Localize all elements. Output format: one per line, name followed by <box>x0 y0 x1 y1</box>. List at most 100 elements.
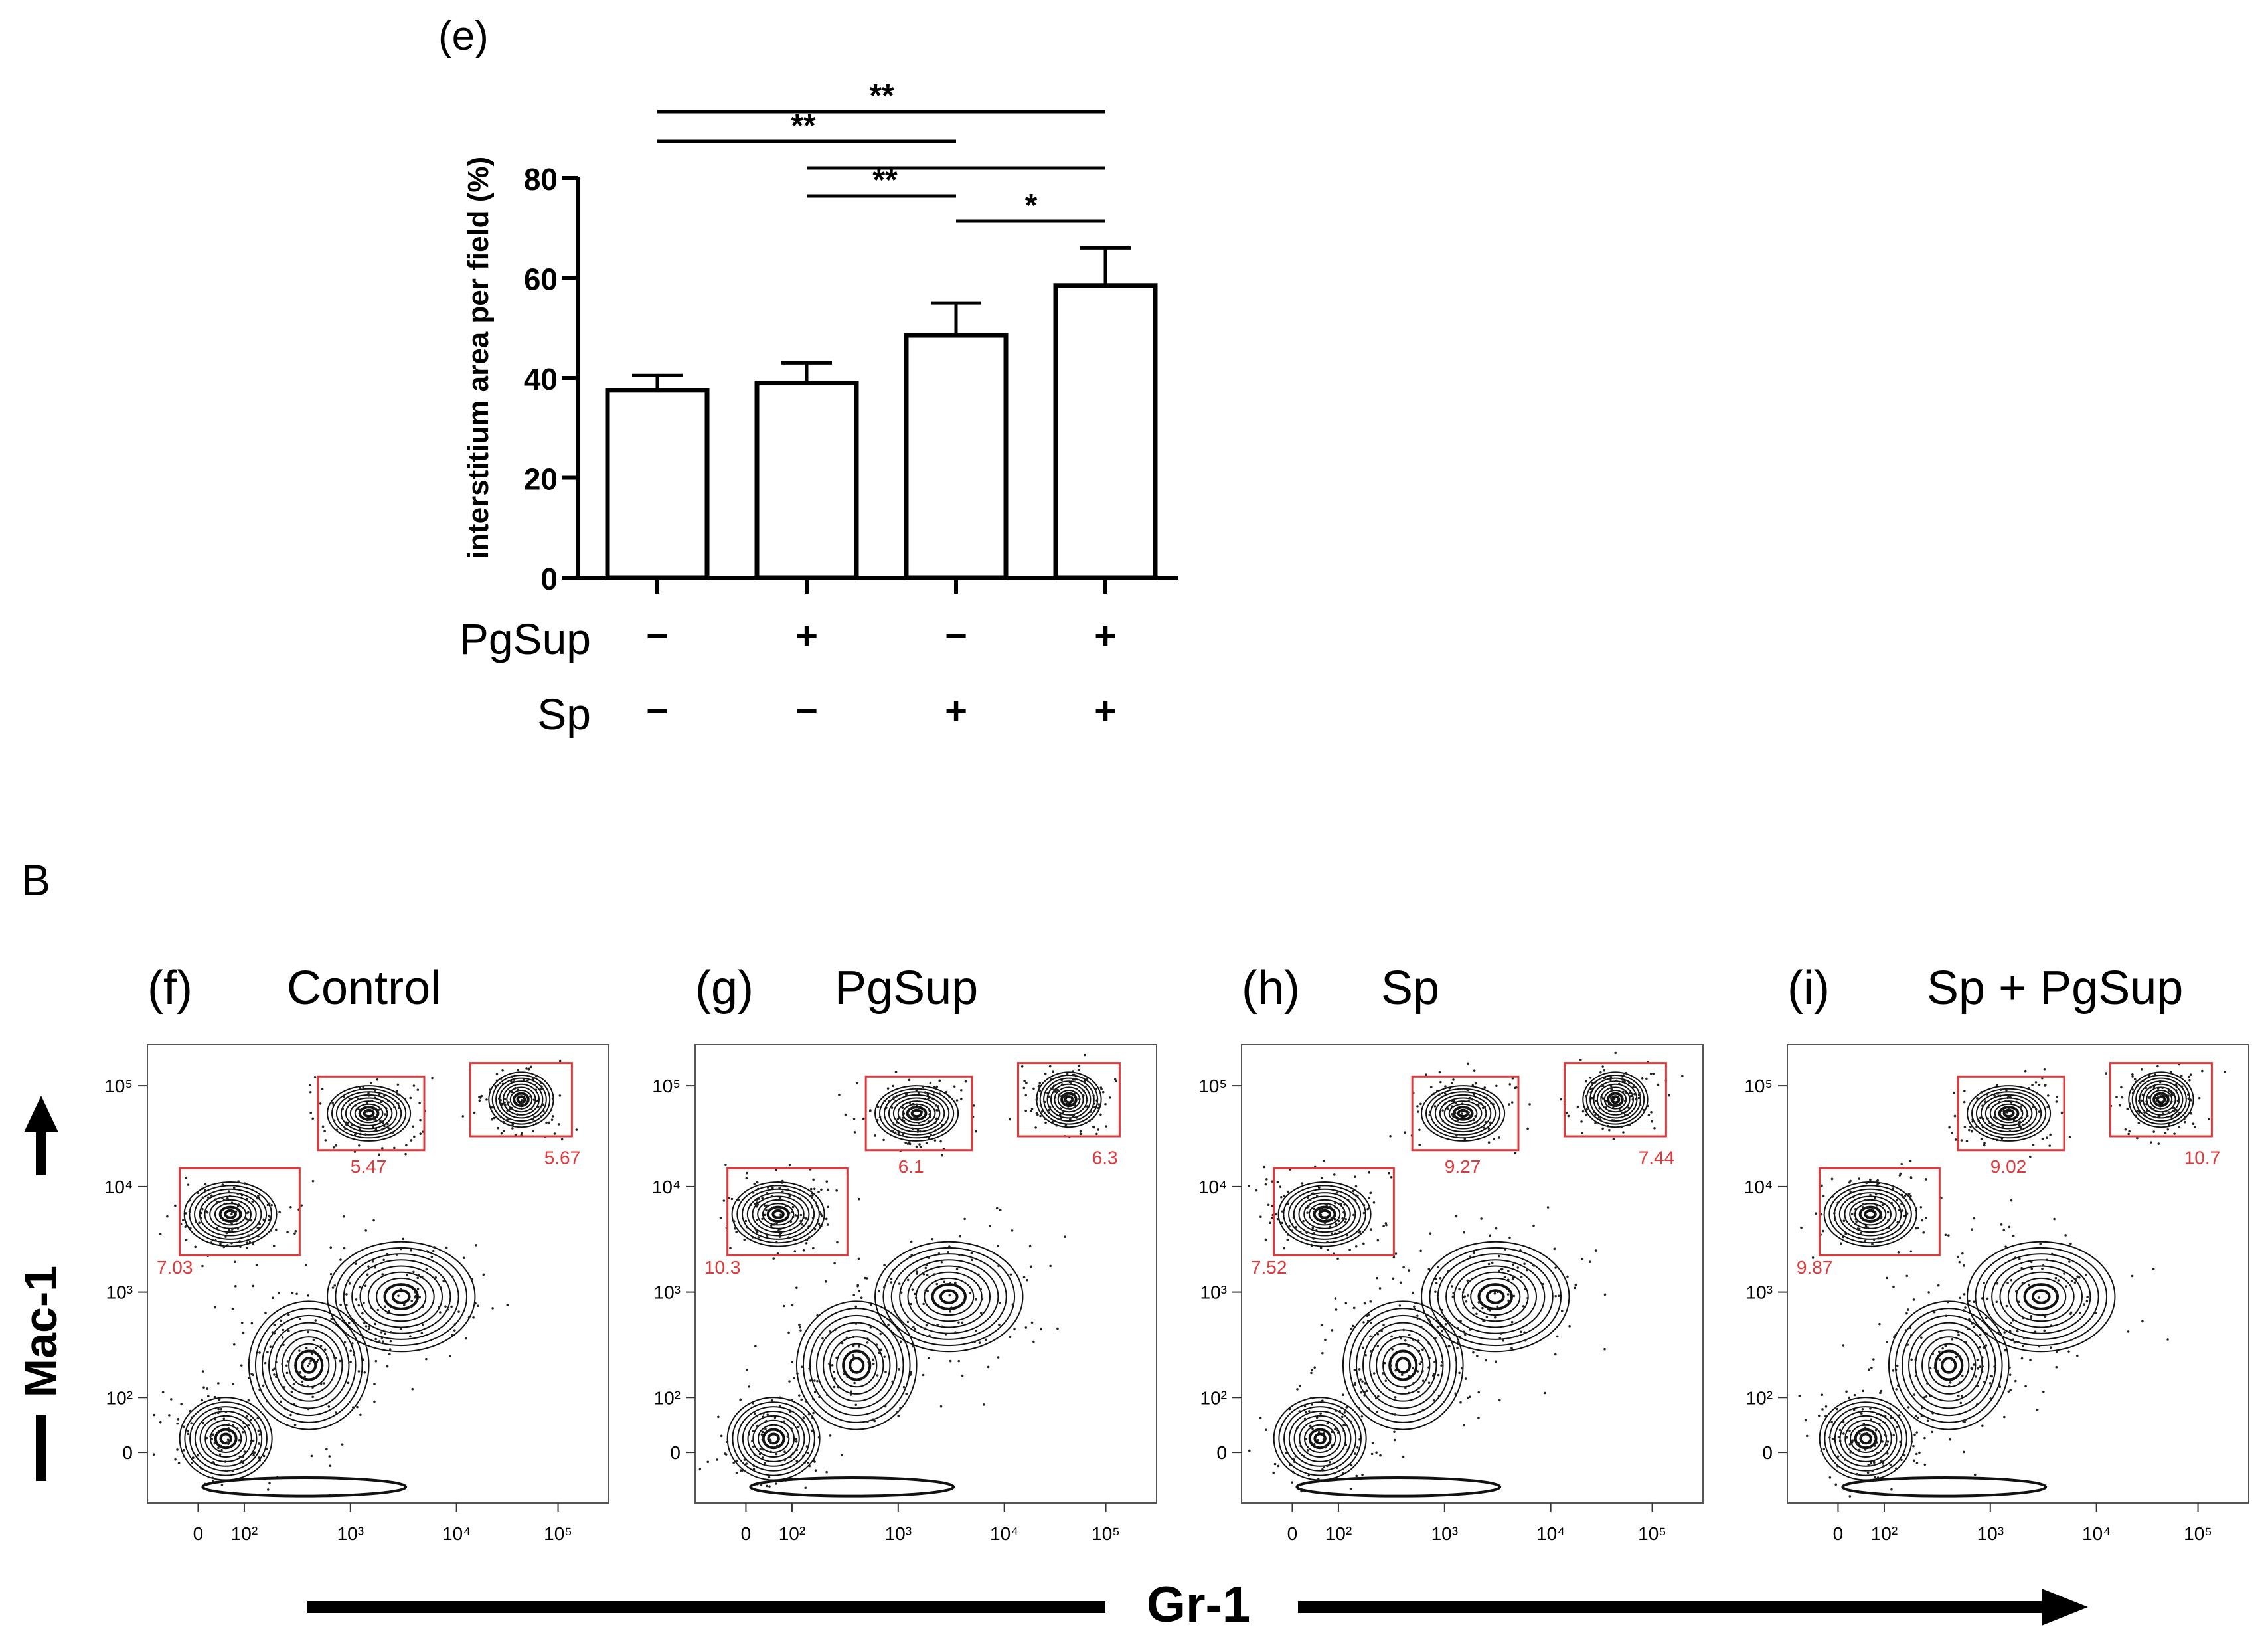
event-dot <box>2178 1112 2181 1115</box>
event-dot <box>827 1205 829 1209</box>
event-dot <box>970 1252 973 1254</box>
event-dot <box>1999 1088 2002 1091</box>
event-dot <box>382 1258 385 1262</box>
event-dot <box>226 1197 229 1200</box>
event-dot <box>1589 1091 1593 1094</box>
event-dot <box>319 1102 322 1105</box>
event-dot <box>262 1218 265 1221</box>
event-dot <box>1681 1075 1684 1078</box>
event-dot <box>1354 1452 1356 1455</box>
event-dot <box>2149 1106 2152 1109</box>
event-dot <box>795 1460 799 1462</box>
event-dot <box>2014 1379 2017 1383</box>
contour-line <box>1485 1289 1505 1304</box>
event-dot <box>757 1236 760 1239</box>
event-dot <box>410 1249 412 1252</box>
event-dot <box>353 1150 357 1153</box>
event-dot <box>2050 1346 2052 1349</box>
contour-line <box>1318 1209 1331 1219</box>
event-dot <box>1588 1088 1591 1090</box>
event-dot <box>1367 1319 1370 1322</box>
event-dot <box>1996 1084 1999 1086</box>
event-dot <box>1425 1073 1427 1076</box>
event-dot <box>811 1429 814 1432</box>
event-dot <box>816 1314 819 1317</box>
event-dot <box>2030 1315 2033 1318</box>
event-dot <box>1428 1357 1431 1359</box>
event-dot <box>1463 1110 1467 1113</box>
event-dot <box>911 1106 914 1109</box>
event-dot <box>278 1292 280 1295</box>
event-dot <box>1621 1125 1623 1128</box>
event-dot <box>1040 1328 1042 1330</box>
event-dot <box>1944 1233 1947 1237</box>
event-dot <box>1438 1093 1441 1096</box>
event-dot <box>1319 1247 1323 1249</box>
event-dot <box>752 1236 754 1239</box>
event-dot <box>434 1276 438 1279</box>
event-dot <box>1877 1181 1880 1185</box>
event-dot <box>1951 1358 1953 1361</box>
event-dot <box>1949 1438 1951 1441</box>
event-dot <box>1078 1098 1081 1100</box>
event-dot <box>1989 1397 1992 1400</box>
event-dot <box>2198 1096 2201 1100</box>
event-dot <box>939 1405 943 1408</box>
event-dot <box>1641 1077 1644 1080</box>
event-dot <box>1058 1114 1062 1116</box>
event-dot <box>1099 1086 1103 1089</box>
y-tick-label: 0 <box>540 562 558 596</box>
contour-line <box>1439 1097 1487 1130</box>
event-dot <box>787 1236 790 1239</box>
event-dot <box>450 1333 453 1336</box>
event-dot <box>1376 1410 1379 1413</box>
event-dot <box>354 1104 357 1107</box>
event-dot <box>925 1142 928 1144</box>
event-dot <box>1899 1172 1902 1175</box>
event-dot <box>896 1118 900 1121</box>
event-dot <box>2224 1071 2226 1073</box>
event-dot <box>1340 1203 1342 1205</box>
event-dot <box>1815 1212 1817 1215</box>
event-dot <box>493 1116 496 1120</box>
event-dot <box>722 1199 726 1202</box>
event-dot <box>1632 1086 1635 1088</box>
event-dot <box>2178 1126 2180 1129</box>
event-dot <box>1370 1350 1372 1353</box>
event-dot <box>1864 1448 1867 1451</box>
event-dot <box>1427 1366 1430 1369</box>
event-dot <box>1362 1346 1364 1349</box>
event-dot <box>933 1139 937 1142</box>
gate-box <box>1819 1167 1941 1256</box>
event-dot <box>1011 1303 1014 1306</box>
event-dot <box>2129 1102 2132 1105</box>
event-dot <box>1627 1113 1629 1116</box>
event-dot <box>1380 1330 1383 1332</box>
event-dot <box>1986 1117 1989 1120</box>
contour-line <box>491 1075 551 1125</box>
event-dot <box>2163 1099 2166 1102</box>
event-dot <box>1408 1375 1411 1378</box>
event-dot <box>1322 1431 1325 1434</box>
event-dot <box>266 1447 268 1450</box>
event-dot <box>746 1171 748 1175</box>
event-dot <box>1864 1239 1867 1243</box>
event-dot <box>528 1095 532 1098</box>
event-dot <box>1805 1434 1809 1438</box>
event-dot <box>1837 1436 1840 1438</box>
event-dot <box>1862 1389 1864 1393</box>
contour-line <box>1295 1476 1502 1498</box>
event-dot <box>268 1482 271 1485</box>
event-dot <box>1288 1225 1291 1228</box>
event-dot <box>858 1345 860 1348</box>
event-dot <box>311 1386 314 1389</box>
event-dot <box>1854 1208 1857 1211</box>
event-dot <box>2170 1115 2173 1118</box>
event-dot <box>924 1327 926 1330</box>
event-dot <box>756 1181 759 1184</box>
contour-line <box>757 1424 790 1454</box>
event-dot <box>1938 1350 1941 1353</box>
event-dot <box>1933 1310 1936 1314</box>
event-dot <box>1914 1375 1917 1377</box>
